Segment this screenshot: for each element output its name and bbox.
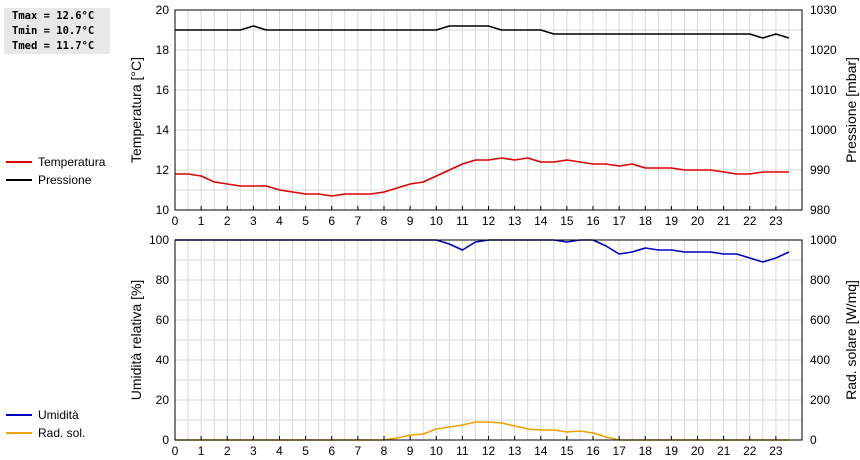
x-tick-label: 12: [482, 444, 496, 458]
y-axis-label-temperatura: Temperatura [°C]: [128, 57, 144, 163]
series-line-rad-sol: [175, 421, 789, 441]
series-line-pressione: [175, 25, 790, 39]
legend-humidity-radiation: Umidità Rad. sol.: [6, 408, 85, 440]
x-tick-label: 11: [456, 214, 469, 228]
y2-tick-label: 400: [810, 353, 830, 367]
x-tick-label: 6: [328, 214, 335, 228]
x-tick-label: 20: [691, 444, 705, 458]
x-tick-label: 6: [328, 444, 335, 458]
x-tick-label: 16: [586, 444, 600, 458]
x-tick-label: 7: [355, 214, 362, 228]
y-tick-label: 16: [156, 83, 170, 97]
legend-label-rad-sol: Rad. sol.: [38, 426, 85, 440]
x-tick-label: 1: [198, 444, 205, 458]
x-tick-label: 17: [612, 444, 626, 458]
y-tick-label: 20: [156, 3, 170, 17]
x-tick-label: 18: [639, 444, 653, 458]
x-tick-label: 9: [407, 214, 414, 228]
x-tick-label: 15: [560, 444, 574, 458]
x-tick-label: 0: [172, 214, 179, 228]
legend-label-umidita: Umidità: [38, 408, 79, 422]
legend-label-temperatura: Temperatura: [38, 155, 106, 169]
legend-label-pressione: Pressione: [38, 173, 92, 187]
x-tick-label: 20: [691, 214, 705, 228]
x-tick-label: 3: [250, 214, 257, 228]
x-tick-label: 5: [302, 444, 309, 458]
x-tick-label: 1: [198, 214, 205, 228]
y2-tick-label: 1000: [810, 123, 837, 137]
x-tick-label: 9: [407, 444, 414, 458]
x-tick-label: 11: [456, 444, 469, 458]
chart-temperature-pressure: 0 1 2 3 4 5 6 7 8 9 10 11 12 13 14 15 16 17 18 19 20 21 22 2310…: [6, 3, 859, 228]
y-tick-label: 60: [156, 313, 170, 327]
x-tick-label: 8: [381, 444, 388, 458]
y2-tick-label: 0: [810, 433, 817, 447]
x-tick-label: 16: [586, 214, 600, 228]
y2-tick-label: 200: [810, 393, 830, 407]
x-tick-label: 14: [534, 444, 548, 458]
stat-tmax: Tmax = 12.6°C: [12, 10, 95, 22]
x-tick-label: 21: [717, 444, 731, 458]
y-tick-label: 80: [156, 273, 170, 287]
x-tick-label: 23: [769, 214, 783, 228]
y-tick-label: 12: [156, 163, 170, 177]
y2-tick-label: 980: [810, 203, 830, 217]
y2-tick-label: 1000: [810, 233, 837, 247]
x-tick-label: 13: [508, 444, 522, 458]
x-tick-label: 4: [276, 214, 283, 228]
stat-tmed: Tmed = 11.7°C: [12, 40, 95, 52]
x-tick-label: 7: [355, 444, 362, 458]
y-axis-label-umidita: Umidità relativa [%]: [128, 280, 144, 401]
x-tick-label: 23: [769, 444, 783, 458]
x-tick-label: 22: [743, 444, 757, 458]
y-tick-label: 18: [156, 43, 170, 57]
legend-temperature-pressure: Temperatura Pressione: [6, 155, 106, 187]
y2-tick-label: 600: [810, 313, 830, 327]
y2-axis-label-rad-solare: Rad. solare [W/mq]: [843, 280, 859, 400]
x-tick-label: 19: [665, 214, 679, 228]
x-tick-label: 18: [639, 214, 653, 228]
x-tick-label: 12: [482, 214, 496, 228]
x-tick-label: 10: [430, 444, 444, 458]
y-tick-label: 0: [162, 433, 169, 447]
y2-tick-label: 1020: [810, 43, 837, 57]
x-tick-label: 22: [743, 214, 757, 228]
x-tick-label: 15: [560, 214, 574, 228]
y-tick-label: 20: [156, 393, 170, 407]
series-line-temperatura: [175, 157, 789, 197]
x-tick-label: 8: [381, 214, 388, 228]
x-tick-label: 21: [717, 214, 731, 228]
y2-tick-label: 1010: [810, 83, 837, 97]
x-tick-label: 13: [508, 214, 522, 228]
y2-tick-label: 990: [810, 163, 830, 177]
y2-axis-label-pressione: Pressione [mbar]: [843, 57, 859, 163]
y-tick-label: 100: [149, 233, 169, 247]
x-tick-label: 14: [534, 214, 548, 228]
stat-tmin: Tmin = 10.7°C: [12, 25, 95, 37]
y-tick-label: 40: [156, 353, 170, 367]
x-tick-label: 2: [224, 214, 231, 228]
y-tick-label: 14: [156, 123, 170, 137]
x-tick-label: 0: [172, 444, 179, 458]
x-tick-label: 10: [430, 214, 444, 228]
x-tick-label: 17: [612, 214, 626, 228]
x-tick-label: 5: [302, 214, 309, 228]
x-tick-label: 2: [224, 444, 231, 458]
x-tick-label: 3: [250, 444, 257, 458]
series-line-umidit: [175, 239, 790, 263]
temperature-stats-box: Tmax = 12.6°C Tmin = 10.7°C Tmed = 11.7°…: [4, 8, 110, 54]
y-tick-label: 10: [156, 203, 170, 217]
x-tick-label: 4: [276, 444, 283, 458]
y2-tick-label: 800: [810, 273, 830, 287]
y2-tick-label: 1030: [810, 3, 837, 17]
chart-humidity-radiation: 0 1 2 3 4 5 6 7 8 9 10 11 12 13 14 15 16 17 18 19 20 21 22 2302…: [6, 233, 859, 458]
x-tick-label: 19: [665, 444, 679, 458]
